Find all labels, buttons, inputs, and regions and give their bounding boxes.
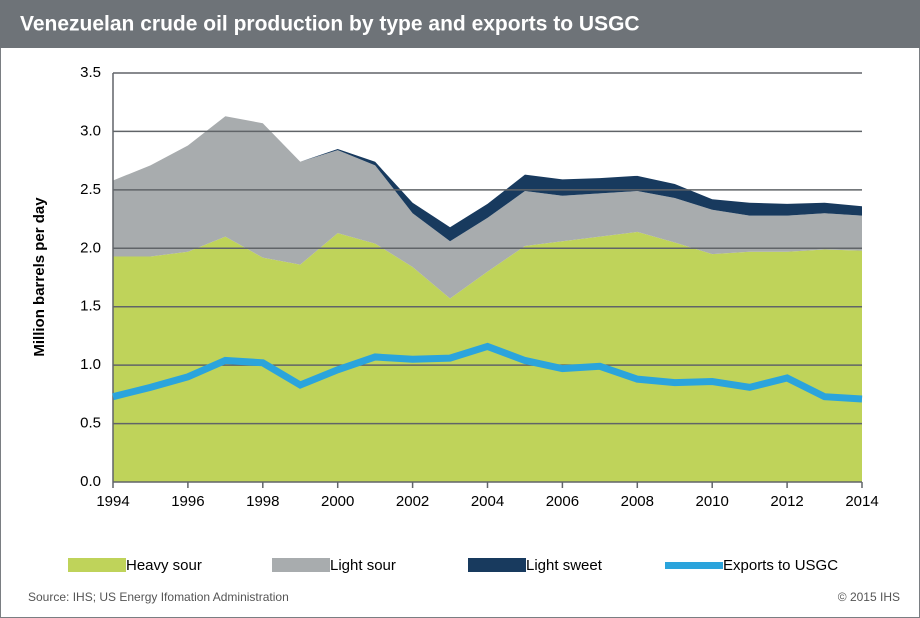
y-tick-label: 3.5 — [80, 64, 101, 81]
area — [113, 116, 862, 242]
y-tick-label: 2.0 — [80, 239, 101, 256]
x-tick-label: 1996 — [171, 493, 204, 510]
y-tick-label: 1.5 — [80, 298, 101, 315]
x-tick-label: 2004 — [471, 493, 504, 510]
y-tick-label: 0.5 — [80, 415, 101, 432]
x-tick-label: 2006 — [546, 493, 579, 510]
legend-label: Heavy sour — [126, 557, 202, 574]
x-tick-label: 1994 — [96, 493, 129, 510]
x-tick-label: 2008 — [621, 493, 654, 510]
source: Source: IHS; US Energy Ifomation Adminis… — [28, 590, 289, 604]
y-tick-label: 3.0 — [80, 122, 101, 139]
header-bar — [0, 0, 920, 48]
legend-label: Light sweet — [526, 557, 603, 574]
x-tick-label: 2000 — [321, 493, 354, 510]
line — [112, 342, 863, 403]
y-tick-label: 1.0 — [80, 356, 101, 373]
x-tick-label: 2014 — [845, 493, 878, 510]
legend-swatch — [468, 558, 526, 572]
y-tick-label: 0.0 — [80, 473, 101, 490]
legend-swatch — [68, 558, 126, 572]
x-tick-label: 2010 — [696, 493, 729, 510]
x-tick-label: 2002 — [396, 493, 429, 510]
y-tick-label: 2.5 — [80, 181, 101, 198]
legend-label: Light sour — [330, 557, 396, 574]
x-tick-label: 2012 — [770, 493, 803, 510]
copyright: © 2015 IHS — [838, 590, 900, 604]
y-axis-label: Million barrels per day — [31, 197, 48, 357]
legend-swatch — [665, 562, 723, 569]
legend-label: Exports to USGC — [723, 557, 838, 574]
x-tick-label: 1998 — [246, 493, 279, 510]
legend-swatch — [272, 558, 330, 572]
chart-title: Venezuelan crude oil production by type … — [20, 13, 640, 36]
area — [113, 231, 862, 482]
